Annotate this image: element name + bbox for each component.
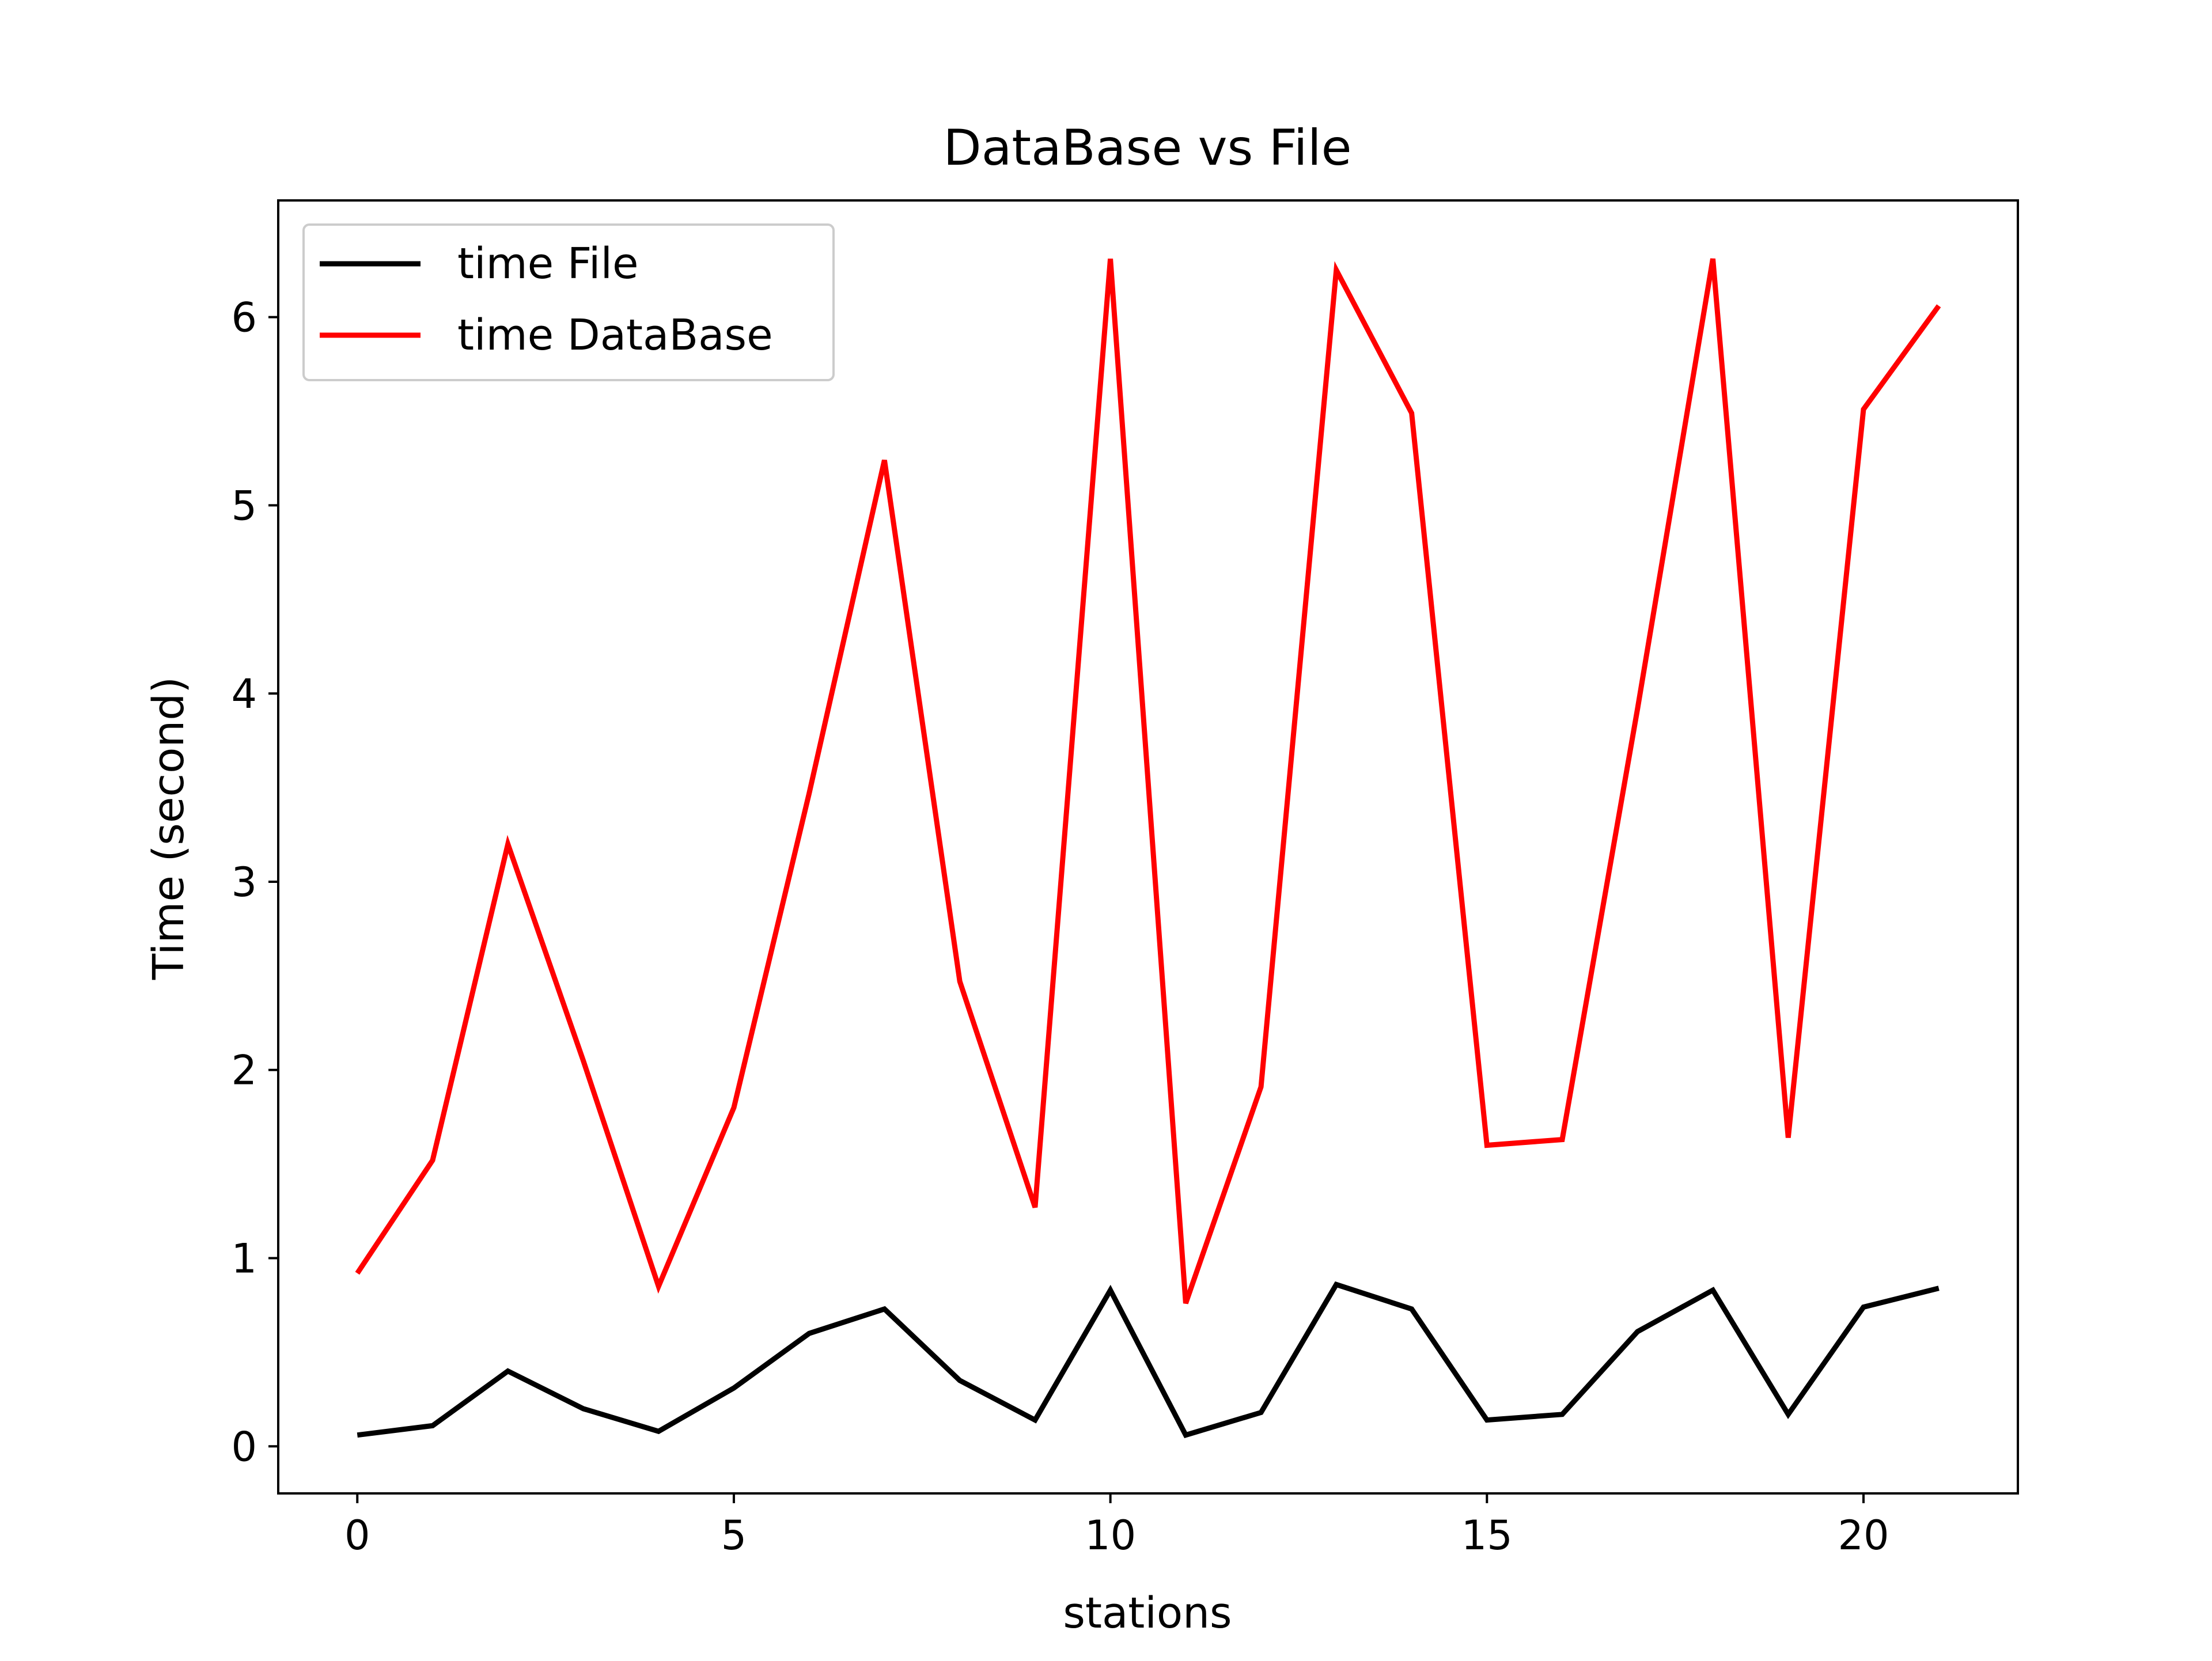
- chart-title: DataBase vs File: [943, 119, 1351, 177]
- legend-label-time-database: time DataBase: [457, 310, 773, 360]
- legend-label-time-file: time File: [457, 239, 639, 289]
- y-tick-label: 5: [231, 482, 257, 529]
- x-tick-label: 20: [1838, 1512, 1889, 1559]
- legend: time File time DataBase: [302, 223, 835, 381]
- y-axis-label: Time (second): [144, 677, 194, 980]
- y-tick-label: 3: [231, 859, 257, 906]
- y-tick-label: 0: [231, 1423, 257, 1470]
- series-line-time-database: [355, 258, 1941, 1304]
- x-tick-label: 15: [1461, 1512, 1513, 1559]
- x-tick-label: 10: [1085, 1512, 1136, 1559]
- series-line-time-file: [357, 1281, 1940, 1439]
- plot-area: [355, 258, 1941, 1439]
- x-tick-label: 5: [721, 1512, 747, 1559]
- y-tick-label: 2: [231, 1047, 257, 1094]
- axes-frame: [277, 199, 2019, 1495]
- y-tick-label: 4: [231, 670, 257, 718]
- legend-box: [302, 223, 835, 381]
- y-tick-label: 6: [231, 294, 257, 342]
- x-tick-label: 0: [344, 1512, 370, 1559]
- axes: 0 5 10 15 20 0 1 2 3 4 5 6: [231, 199, 2019, 1559]
- y-tick-label: 1: [231, 1235, 257, 1283]
- x-axis-label: stations: [1063, 1588, 1232, 1638]
